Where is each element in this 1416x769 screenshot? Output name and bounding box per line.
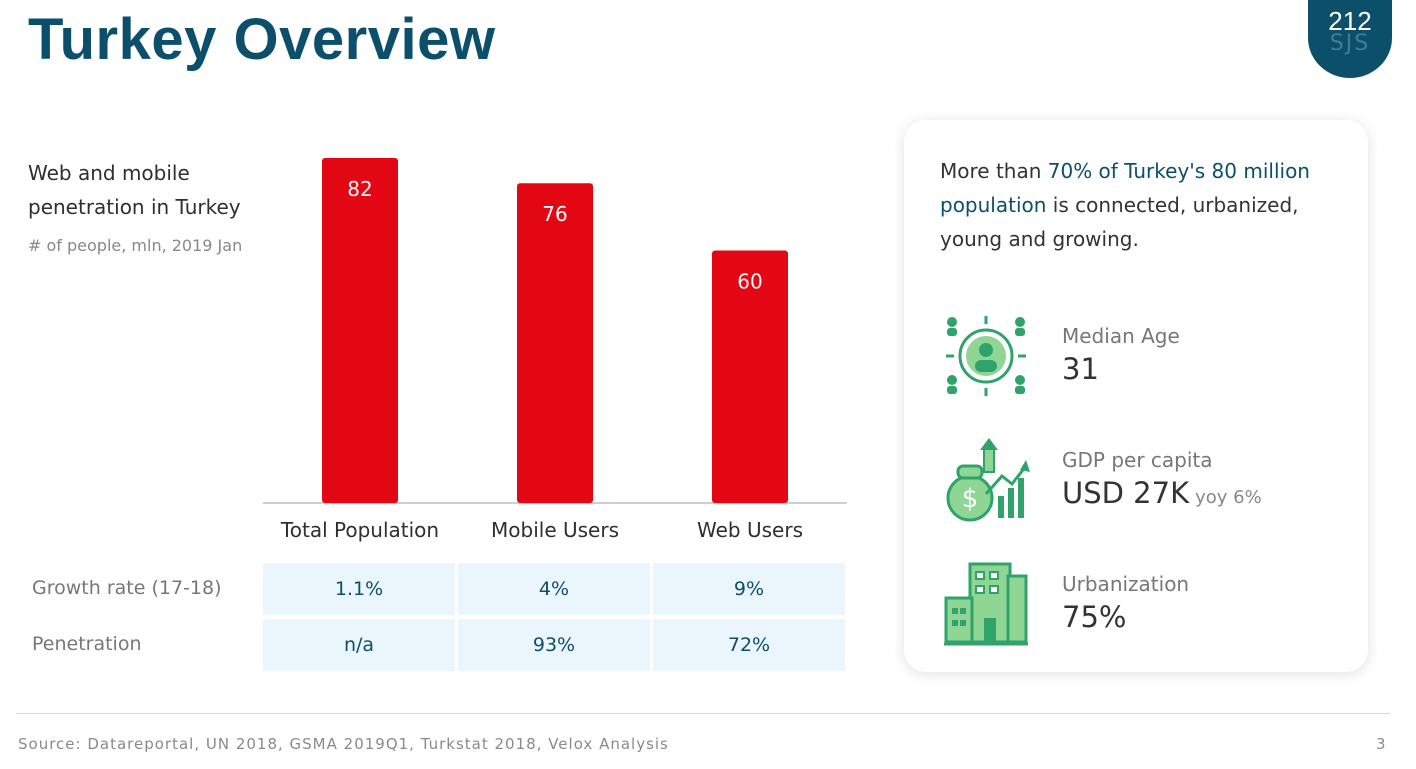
stat-value: 75% (1062, 600, 1126, 634)
stat-label: Median Age (1062, 324, 1180, 348)
bar-chart: 82 Total Population 76 Mobile Users 60 Web Us… (263, 158, 847, 542)
stat-extra: yoy 6% (1195, 487, 1262, 508)
table-cell: 9% (653, 563, 845, 615)
footer-divider (16, 713, 1390, 714)
logo-letters: SJS (1329, 31, 1371, 56)
card-summary: More than 70% of Turkey's 80 million pop… (940, 154, 1350, 256)
chart-subtitle: # of people, mln, 2019 Jan (28, 236, 243, 255)
city-buildings-icon (944, 562, 1028, 646)
summary-text: is connected, urbanized, young and growi… (940, 193, 1299, 251)
stat-value: 31 (1062, 352, 1099, 386)
table-cell: 93% (458, 619, 650, 671)
svg-text:$: $ (962, 484, 979, 514)
bar-mobile-users (517, 183, 593, 503)
summary-text: More than (940, 159, 1048, 183)
stat-label: Urbanization (1062, 572, 1190, 596)
source-note: Source: Datareportal, UN 2018, GSMA 2019… (18, 735, 669, 753)
gdp-growth-icon: $ (946, 438, 1030, 522)
stat-value-text: 75% (1062, 600, 1127, 634)
stat-value-text: USD 27K (1062, 476, 1190, 510)
page-title: Turkey Overview (28, 7, 496, 72)
stat-label: GDP per capita (1062, 448, 1213, 472)
table-cell: n/a (263, 619, 455, 671)
bar-web-users (712, 250, 788, 503)
stat-value-text: 31 (1062, 352, 1099, 386)
data-label: 82 (347, 177, 372, 201)
x-tick-label: Web Users (697, 518, 803, 542)
table-cell: 72% (653, 619, 845, 671)
stat-value: USD 27K yoy 6% (1062, 476, 1262, 510)
x-tick-label: Total Population (280, 518, 439, 542)
chart-title: Web and mobile penetration in Turkey (28, 161, 241, 219)
table-cell: 1.1% (263, 563, 455, 615)
population-icon (946, 316, 1026, 396)
row-label-penetration: Penetration (32, 633, 142, 655)
page-number: 3 (1376, 735, 1386, 753)
table-cell: 4% (458, 563, 650, 615)
bar-total-population (322, 158, 398, 503)
overview-card: More than 70% of Turkey's 80 million pop… (904, 120, 1368, 672)
logo-number: 212 (1328, 6, 1372, 36)
data-label: 60 (737, 270, 762, 294)
x-tick-label: Mobile Users (491, 518, 619, 542)
summary-highlight: 70% of Turkey's 80 million population (940, 159, 1310, 217)
data-label: 76 (542, 202, 567, 226)
row-label-growth: Growth rate (17-18) (32, 577, 222, 599)
brand-logo: 212 SJS (1308, 0, 1392, 78)
